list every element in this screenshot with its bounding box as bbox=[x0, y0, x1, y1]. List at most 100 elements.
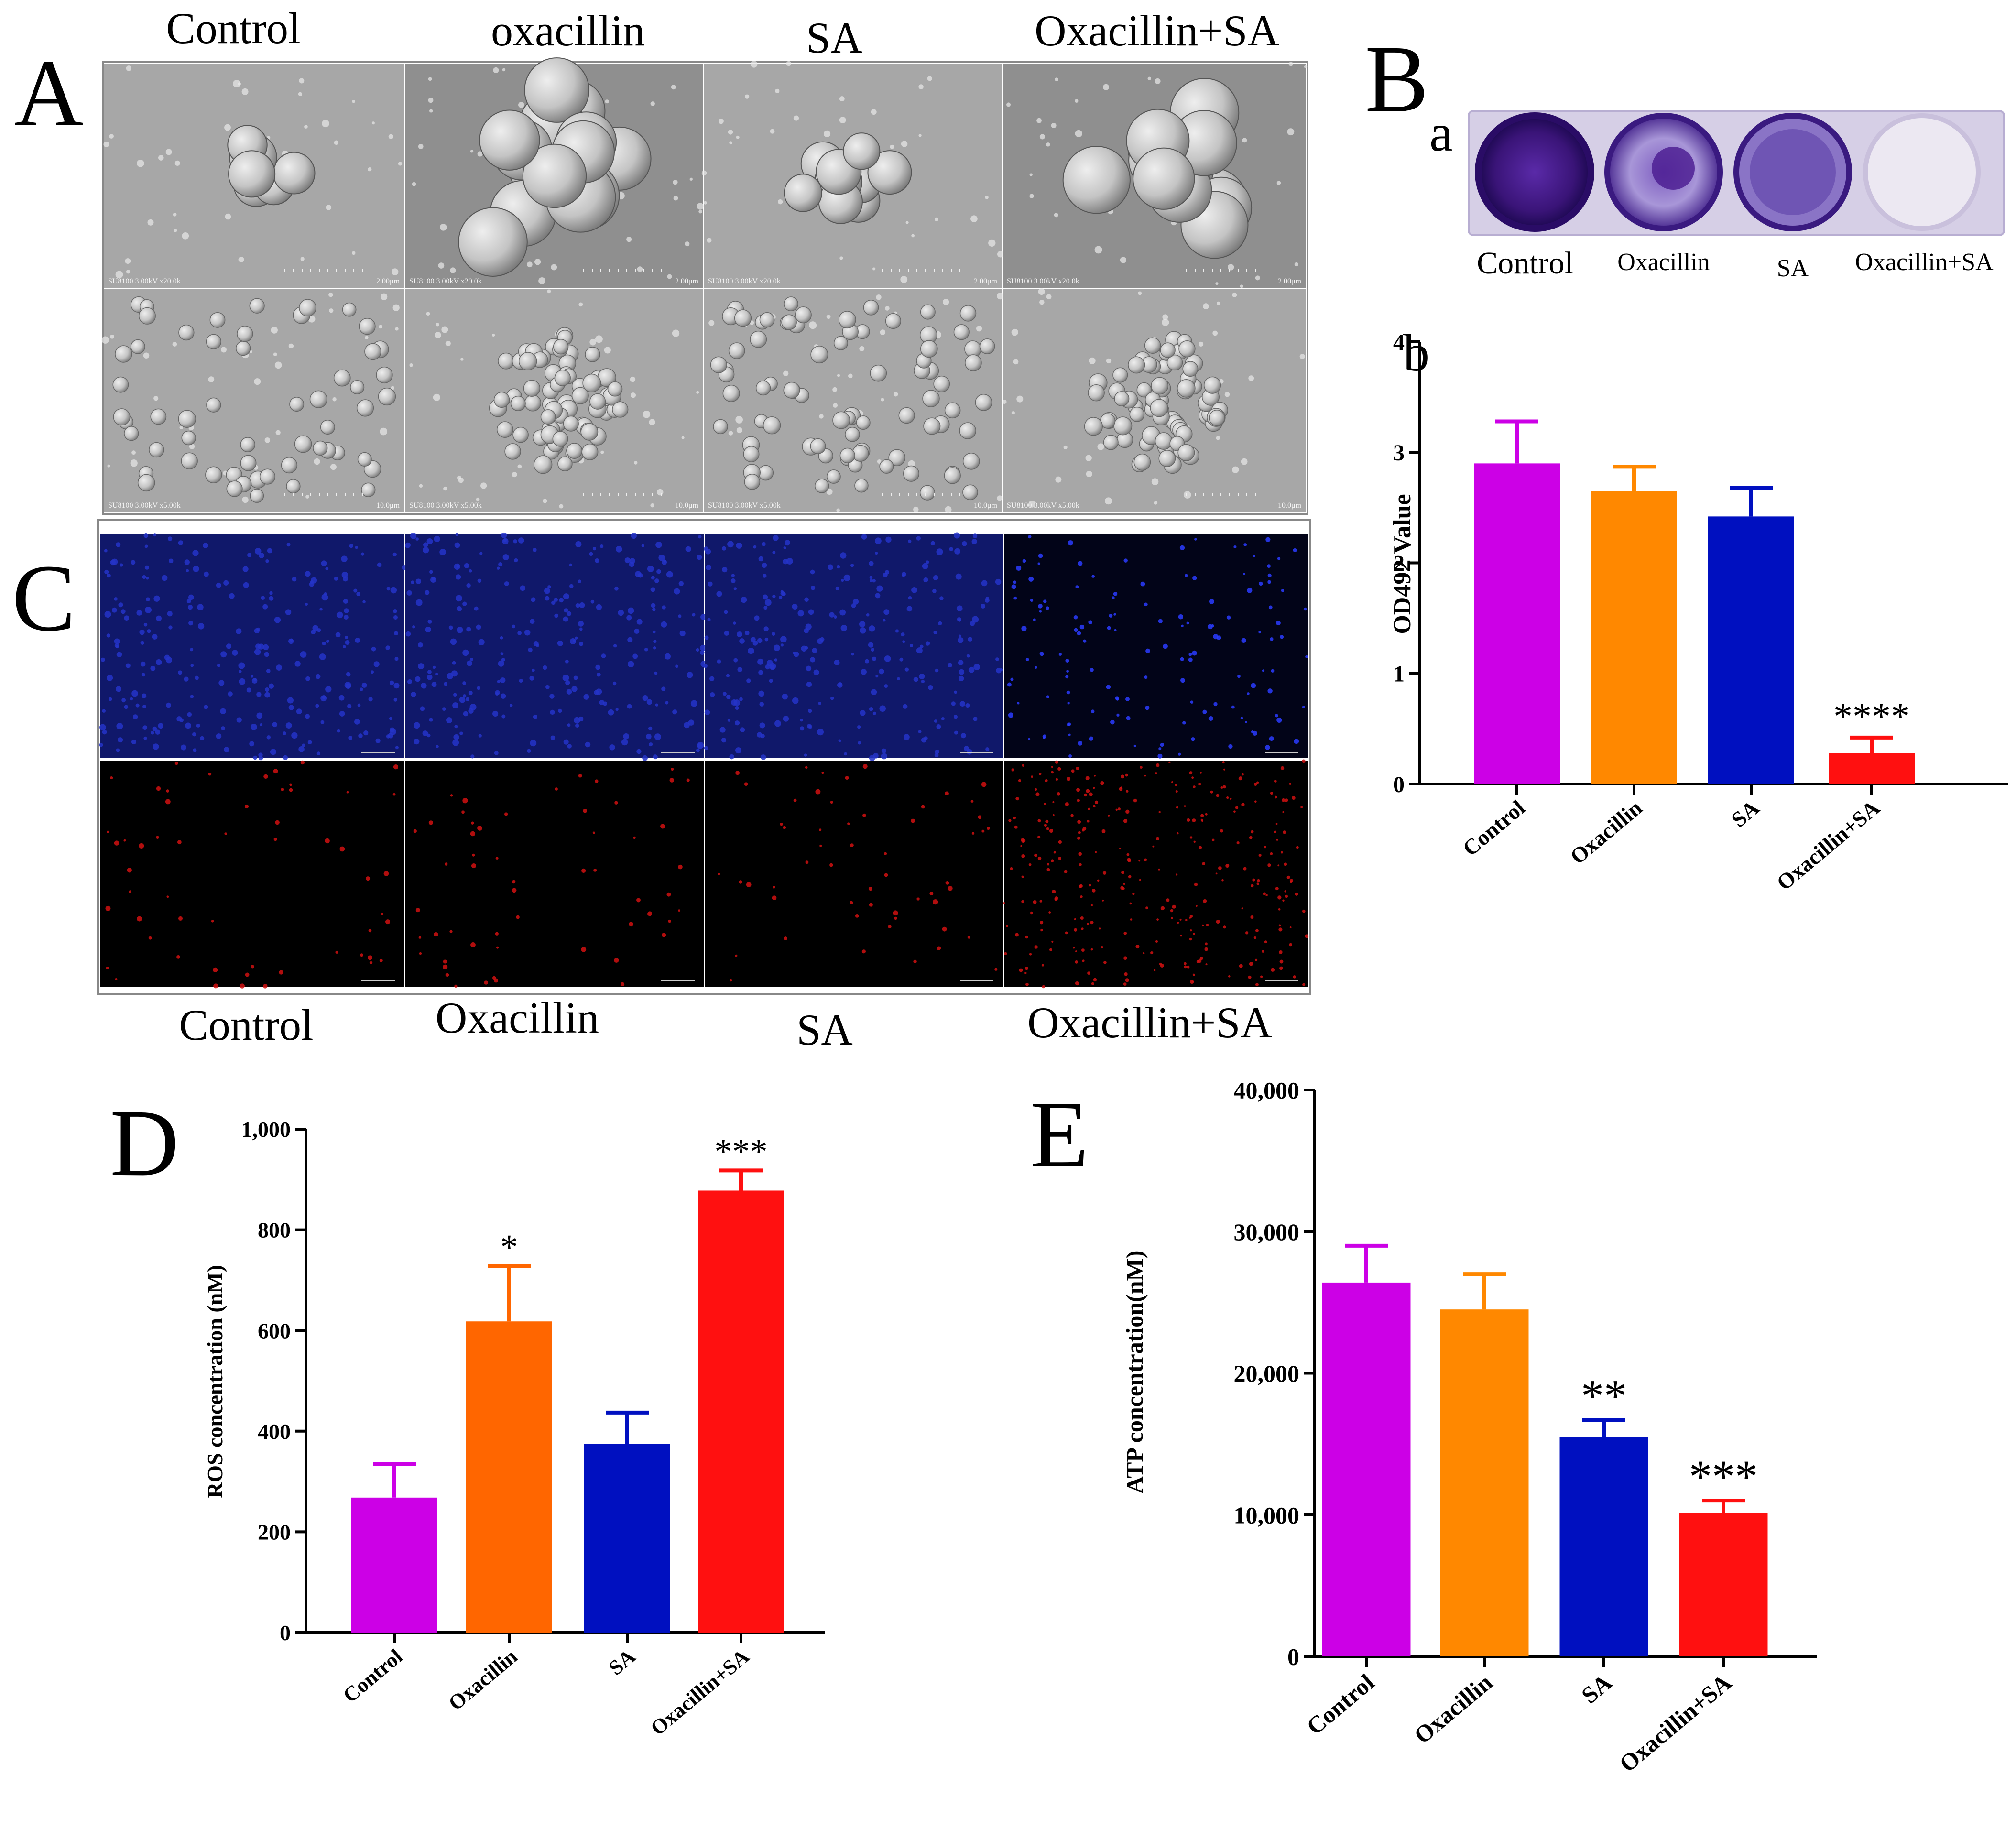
sem-image: SU8100 3.00kV x20.0k 2.00μm bbox=[405, 57, 704, 288]
significance-label: * bbox=[501, 1228, 518, 1267]
x-tick-label: SA bbox=[604, 1644, 640, 1680]
x-tick-label: Control bbox=[1458, 795, 1530, 861]
panel-a-header-control: Control bbox=[166, 4, 300, 53]
y-tick-label: 400 bbox=[258, 1419, 291, 1444]
x-tick-label: SA bbox=[1576, 1669, 1617, 1709]
bar bbox=[466, 1321, 552, 1633]
sem-scale-label: 2.00μm bbox=[1278, 277, 1302, 285]
fluorescence-image bbox=[705, 761, 1003, 987]
fluorescence-image bbox=[100, 760, 404, 989]
sem-image: SU8100 3.00kV x5.00k 10.0μm bbox=[405, 289, 703, 512]
bar bbox=[1591, 491, 1677, 784]
panel-a-header-oxacillin-sa: Oxacillin+SA bbox=[1035, 6, 1279, 55]
significance-label: ** bbox=[1581, 1370, 1627, 1421]
y-tick-label: 1,000 bbox=[241, 1117, 291, 1142]
y-axis-label: ATP concentration(nM) bbox=[1121, 1251, 1148, 1494]
y-tick-label: 4 bbox=[1393, 330, 1405, 355]
panel-c-letter: C bbox=[12, 545, 76, 651]
significance-label: **** bbox=[1833, 696, 1910, 738]
panel-c: C Control Oxacillin SA Oxacillin+SA bbox=[12, 519, 1311, 1054]
x-tick-label: Oxacillin bbox=[444, 1644, 522, 1715]
sem-caption: SU8100 3.00kV x20.0k bbox=[708, 277, 781, 285]
panel-b-sub-b: b bbox=[1403, 324, 1429, 382]
x-tick-label: Control bbox=[1301, 1668, 1379, 1740]
chart-panel-e: 0 10,000 20,000 30,000 40,000 ATP concentrati… bbox=[1121, 1077, 1817, 1777]
y-tick-label: 800 bbox=[258, 1218, 291, 1242]
crystal-violet-plate bbox=[1468, 110, 2005, 236]
y-tick-label: 3 bbox=[1393, 440, 1405, 466]
panel-b-sub-a: a bbox=[1429, 104, 1453, 162]
bar bbox=[351, 1497, 437, 1633]
panel-c-footer-oxacillin: Oxacillin bbox=[436, 993, 599, 1042]
bar bbox=[1322, 1282, 1411, 1656]
sem-grid: SU8100 3.00kV x20.0k 2.00μm SU8100 3.00kV … bbox=[101, 57, 1308, 513]
sem-image: SU8100 3.00kV x5.00k 10.0μm bbox=[704, 289, 1004, 513]
y-axis-label: OD492 Value bbox=[1389, 494, 1416, 634]
well-control bbox=[1475, 112, 1594, 232]
panel-d: D 0 200 400 600 800 1,000 ROS concentration (n… bbox=[110, 1090, 825, 1740]
y-tick-label: 600 bbox=[258, 1318, 291, 1343]
panel-c-footer-sa: SA bbox=[796, 1005, 853, 1054]
panel-a-header-sa: SA bbox=[806, 13, 862, 62]
bar bbox=[584, 1444, 670, 1633]
sem-image: SU8100 3.00kV x20.0k 2.00μm bbox=[1003, 62, 1308, 288]
fluorescence-image bbox=[99, 533, 407, 761]
panel-a: A Control oxacillin SA Oxacillin+SA SU81… bbox=[14, 4, 1308, 515]
x-tick-label: Oxacillin+SA bbox=[646, 1644, 754, 1740]
panel-a-letter: A bbox=[14, 41, 83, 146]
panel-b-letter: B bbox=[1365, 26, 1428, 132]
plate-label-sa: SA bbox=[1777, 255, 1809, 282]
panel-a-header-oxacillin: oxacillin bbox=[491, 6, 645, 55]
sem-image: SU8100 3.00kV x20.0k 2.00μm bbox=[103, 64, 404, 288]
y-tick-label: 0 bbox=[280, 1621, 291, 1645]
sem-image: SU8100 3.00kV x5.00k 10.0μm bbox=[1002, 288, 1306, 512]
bar bbox=[1708, 516, 1794, 784]
sem-caption: SU8100 3.00kV x20.0k bbox=[1007, 277, 1079, 285]
bar bbox=[1679, 1513, 1768, 1656]
sem-caption: SU8100 3.00kV x5.00k bbox=[409, 501, 482, 510]
x-tick-label: Oxacillin+SA bbox=[1614, 1669, 1736, 1777]
significance-label: *** bbox=[715, 1132, 768, 1171]
sem-caption: SU8100 3.00kV x20.0k bbox=[108, 277, 181, 285]
bar bbox=[1559, 1437, 1648, 1656]
panel-c-footer-oxacillin-sa: Oxacillin+SA bbox=[1027, 998, 1272, 1047]
bar bbox=[1440, 1309, 1529, 1656]
sem-scale-label: 10.0μm bbox=[974, 501, 998, 510]
sem-scale-label: 2.00μm bbox=[675, 277, 699, 285]
x-tick-label: SA bbox=[1727, 795, 1764, 832]
bar bbox=[698, 1190, 784, 1633]
sem-image: SU8100 3.00kV x20.0k 2.00μm bbox=[701, 61, 1004, 288]
y-tick-label: 2 bbox=[1393, 551, 1405, 576]
sem-caption: SU8100 3.00kV x5.00k bbox=[1007, 501, 1079, 510]
plate-label-oxacillin: Oxacillin bbox=[1617, 249, 1710, 276]
plate-label-control: Control bbox=[1477, 246, 1573, 281]
y-tick-label: 0 bbox=[1287, 1644, 1299, 1670]
x-tick-label: Control bbox=[338, 1644, 407, 1707]
panel-d-letter: D bbox=[110, 1090, 179, 1196]
panel-e: E 0 10,000 20,000 30,000 40,000 ATP concentra… bbox=[1030, 1077, 1817, 1777]
sem-scale-label: 2.00μm bbox=[974, 277, 998, 285]
panel-a-frame bbox=[102, 61, 1308, 515]
sem-caption: SU8100 3.00kV x5.00k bbox=[708, 501, 781, 510]
y-tick-label: 200 bbox=[258, 1520, 291, 1545]
sem-scale-label: 2.00μm bbox=[376, 277, 400, 285]
fluorescence-image bbox=[703, 532, 1003, 761]
panel-c-footer-control: Control bbox=[179, 1001, 313, 1049]
y-tick-label: 20,000 bbox=[1234, 1360, 1300, 1387]
well-oxacillin-sa bbox=[1863, 113, 1981, 231]
panel-e-letter: E bbox=[1030, 1082, 1089, 1187]
fluorescence-image bbox=[405, 761, 704, 988]
y-axis-label: ROS concentration (nM) bbox=[203, 1265, 227, 1498]
bar bbox=[1474, 463, 1560, 784]
x-tick-label: Oxacillin bbox=[1409, 1668, 1497, 1749]
panel-c-frame bbox=[97, 519, 1311, 995]
fluor-grid bbox=[99, 532, 1309, 989]
significance-label: *** bbox=[1689, 1451, 1758, 1502]
bar bbox=[1829, 753, 1915, 784]
y-tick-label: 10,000 bbox=[1234, 1502, 1300, 1528]
sem-scale-label: 10.0μm bbox=[376, 501, 400, 510]
sem-caption: SU8100 3.00kV x5.00k bbox=[108, 501, 181, 510]
x-tick-label: Oxacillin+SA bbox=[1772, 795, 1884, 895]
sem-scale-label: 10.0μm bbox=[675, 501, 699, 510]
